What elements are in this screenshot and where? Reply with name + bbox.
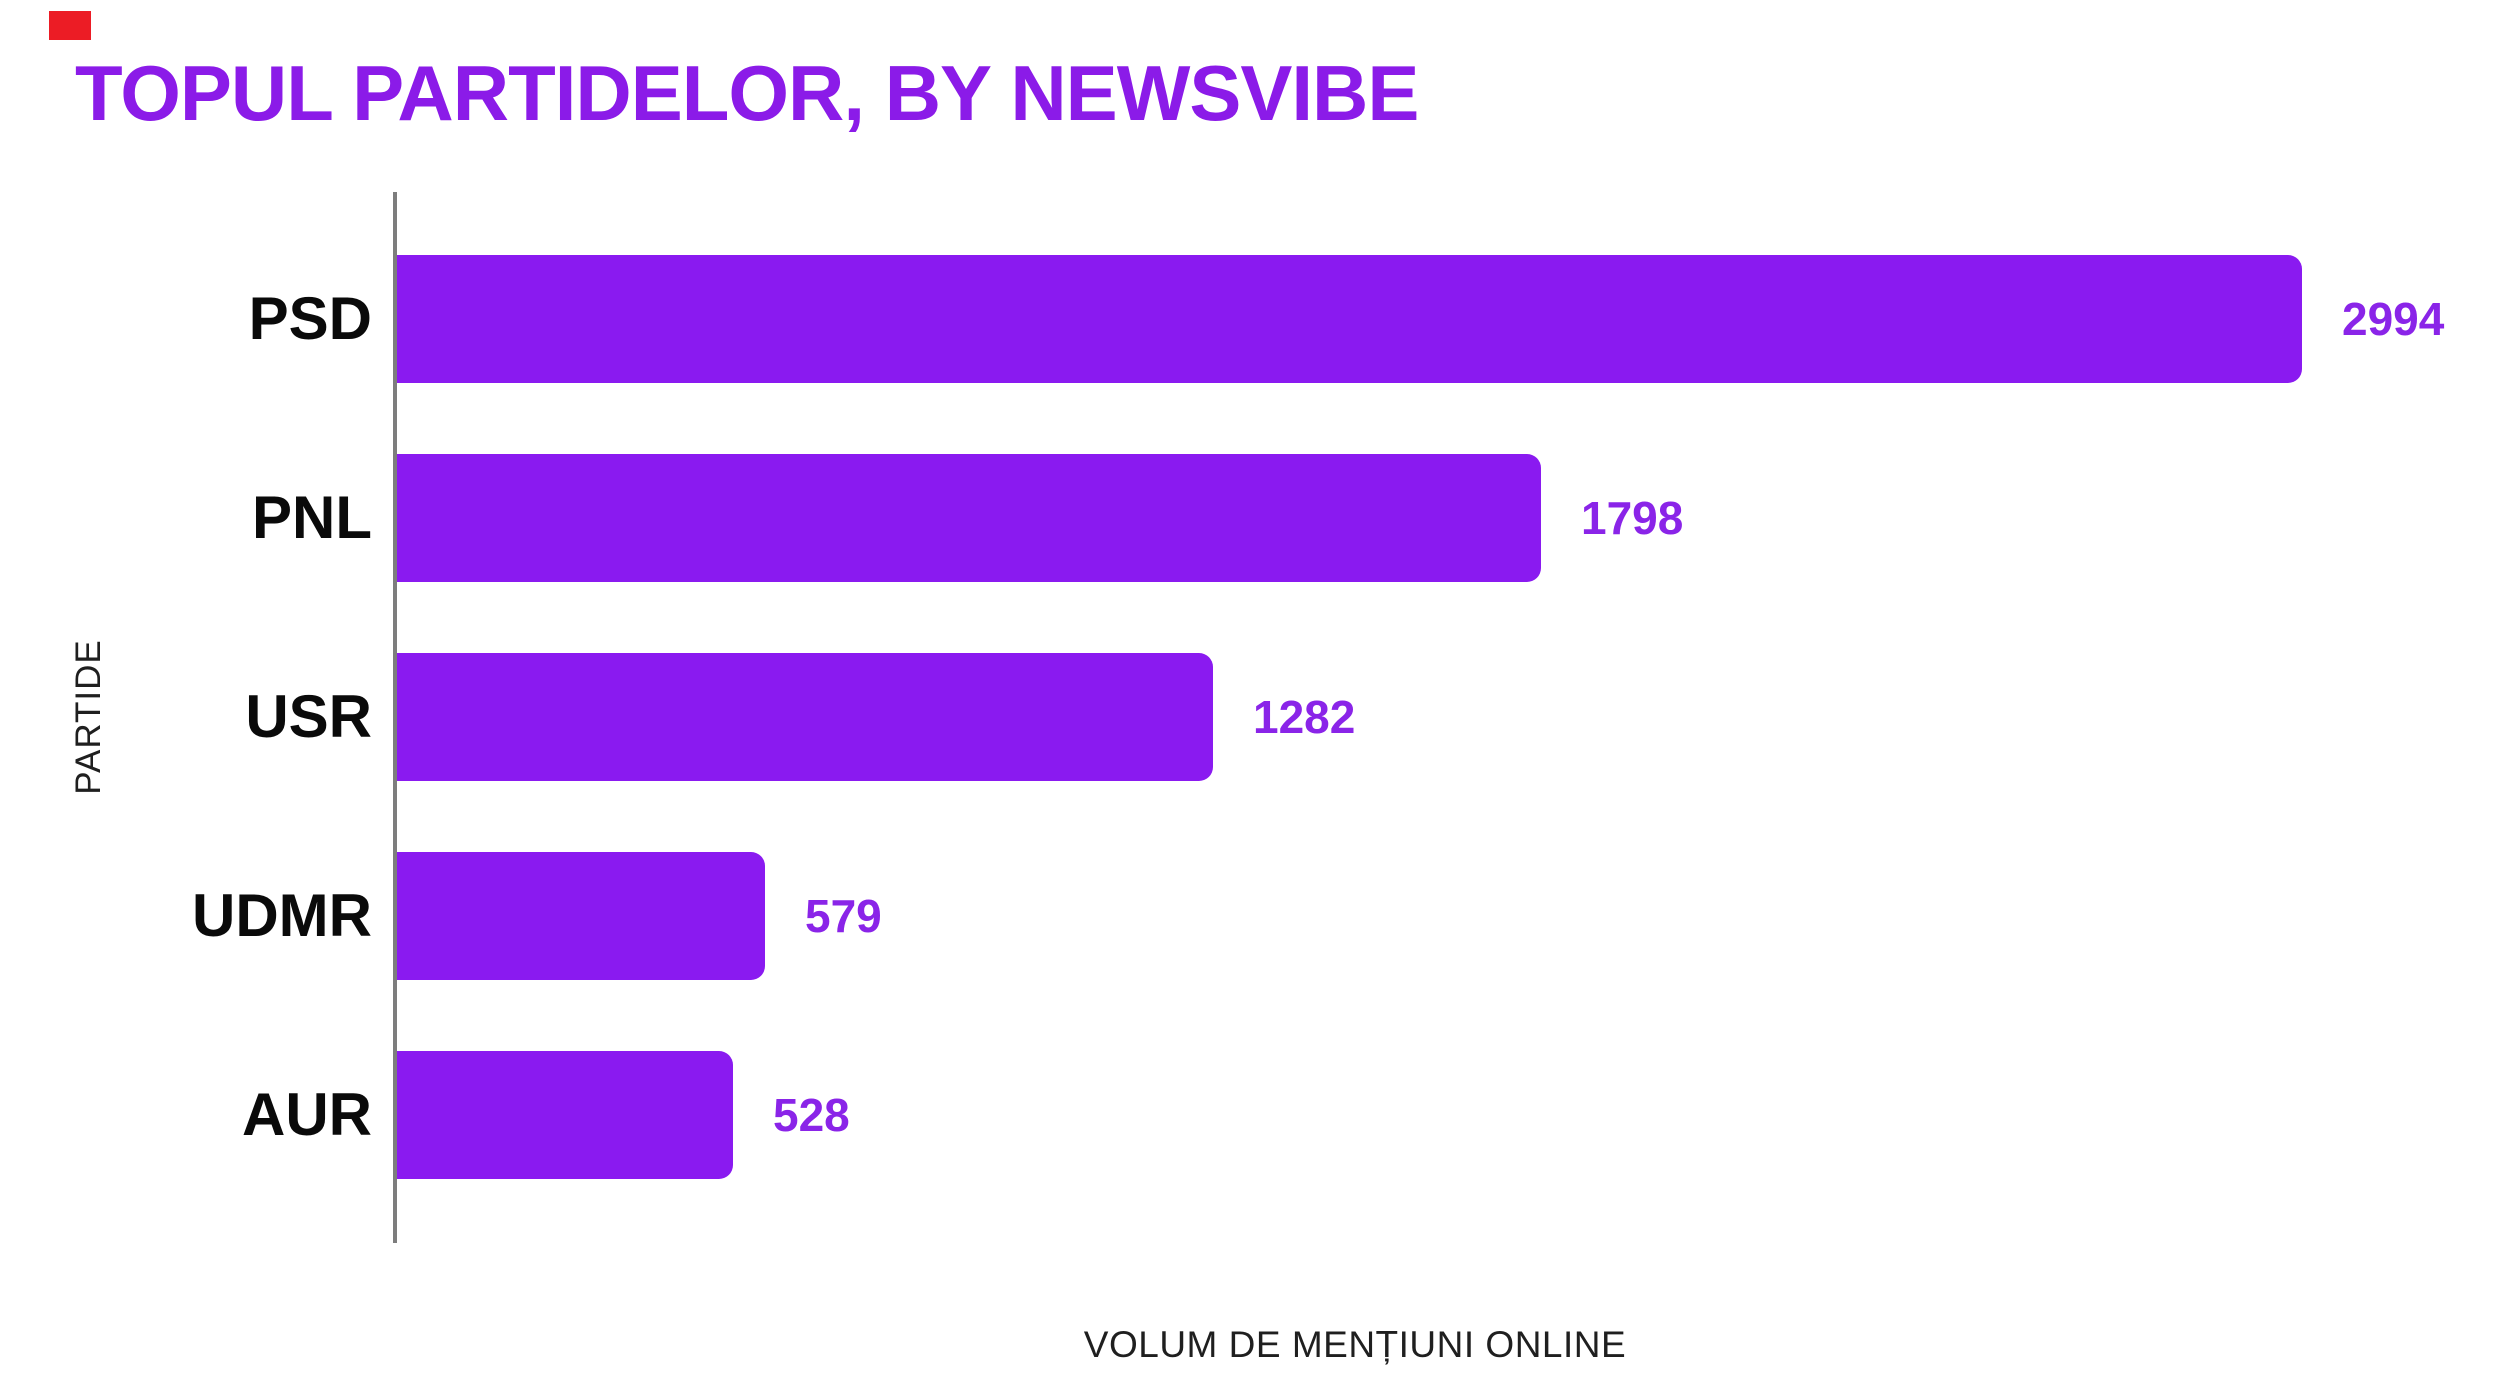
corner-marker: [49, 11, 91, 40]
chart-row-usr: USR 1282: [0, 653, 2516, 781]
bar-psd[interactable]: [397, 255, 2302, 383]
category-label-udmr: UDMR: [192, 882, 372, 949]
y-axis-line: [393, 192, 397, 1243]
chart-row-pnl: PNL 1798: [0, 454, 2516, 582]
chart-row-psd: PSD 2994: [0, 255, 2516, 383]
value-label-psd: 2994: [2342, 293, 2445, 345]
value-label-udmr: 579: [805, 890, 882, 942]
value-label-usr: 1282: [1253, 691, 1356, 743]
chart-row-aur: AUR 528: [0, 1051, 2516, 1179]
value-label-pnl: 1798: [1581, 492, 1684, 544]
bar-usr[interactable]: [397, 653, 1213, 781]
bar-pnl[interactable]: [397, 454, 1541, 582]
category-label-aur: AUR: [242, 1081, 372, 1148]
bar-aur[interactable]: [397, 1051, 733, 1179]
bar-udmr[interactable]: [397, 852, 765, 980]
chart-row-udmr: UDMR 579: [0, 852, 2516, 980]
category-label-pnl: PNL: [252, 484, 372, 551]
category-label-psd: PSD: [248, 285, 372, 352]
y-axis-title: PARTIDE: [69, 639, 108, 795]
x-axis-title: VOLUM DE MENȚIUNI ONLINE: [1083, 1324, 1627, 1365]
value-label-aur: 528: [773, 1089, 850, 1141]
chart-title: TOPUL PARTIDELOR, BY NEWSVIBE: [75, 49, 1419, 137]
category-label-usr: USR: [245, 683, 372, 750]
